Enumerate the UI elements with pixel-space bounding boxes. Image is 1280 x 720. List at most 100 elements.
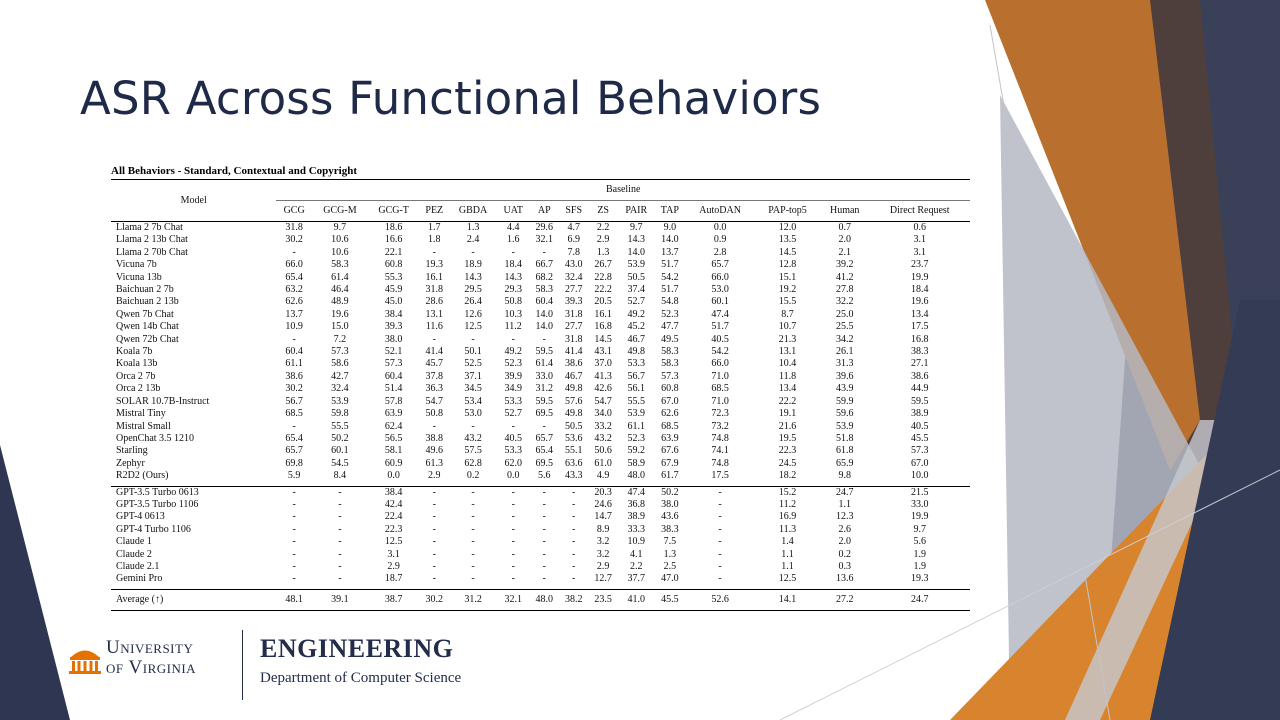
asr-value-cell: 2.9 [428,470,441,482]
asr-value-cell: - [276,485,312,499]
table-row: GPT-3.5 Turbo 0613- -38.4- - - - -20.3 47.4 50.… [111,485,970,499]
university-line-1: University [106,637,194,658]
asr-value-cell: 42.6 [594,383,612,395]
model-name-cell: Mistral Tiny [116,408,166,420]
asr-value-cell: 19.5 [778,432,797,444]
asr-value-cell: 54.7 [425,395,444,407]
asr-value-cell: - [511,498,515,510]
table-row: Claude 1 - - 12.5 - - - - - 3.2 10.9 7.5 - 1.4 2.0 5.6 [111,536,970,548]
asr-value-cell: - [718,573,722,585]
department-name: Department of Computer Science [260,670,462,686]
asr-value-cell: 60.4 [535,296,554,308]
asr-value-cell: 22.8 [594,271,612,283]
table-row: Gemini Pro - - 18.7 - - - - - 12.7 37.7 47.0 - 12.5 13… [111,573,970,585]
asr-value-cell: 31.8 [564,308,583,320]
asr-value-cell: - [542,523,546,535]
table-row: SOLAR 10.7B-Instruct 56.7 53.9 57.8 54.7 53.4… [111,396,970,408]
asr-value-cell: - [511,523,515,535]
asr-value-cell: 10.0 [910,470,929,482]
asr-value-cell: 57.3 [910,445,929,457]
model-name-cell: Starling [116,445,148,457]
asr-value-cell: 38.9 [627,511,646,523]
light-gray-triangle [1065,420,1240,720]
asr-value-cell: 1.7 [428,222,441,233]
asr-value-cell: 68.5 [661,420,679,432]
asr-value-cell: 6.9 [567,234,580,246]
asr-value-cell: 62.6 [661,408,679,420]
asr-value-cell: 69.8 [285,457,303,469]
model-name-cell: Claude 1 [116,536,152,548]
asr-value-cell: 8.7 [781,308,794,320]
asr-value-cell: 37.8 [425,370,444,382]
asr-value-cell: 38.8 [425,432,444,444]
asr-value-cell: 18.9 [464,259,482,271]
asr-value-cell: 10.9 [285,321,303,333]
asr-value-cell: 61.0 [594,457,612,469]
column-header: PAP-top5 [755,200,820,222]
asr-value-cell: 22.3 [778,445,797,457]
model-name-cell: Qwen 72b Chat [116,333,179,345]
column-header: Direct Request [869,200,970,222]
asr-value-cell: 54.7 [594,395,612,407]
asr-value-cell: - [292,333,296,345]
asr-value-cell: 69.5 [535,457,554,469]
table-row: Qwen 72b Chat - 7.2 38.0 - - - - 31.8 14.5 46.7 49.… [111,334,970,346]
asr-value-cell: 51.7 [661,259,679,271]
asr-value-cell: 14.0 [627,246,646,258]
asr-value-cell: 2.2 [596,222,610,233]
asr-value-cell: 61.4 [331,271,349,283]
asr-value-cell: 22.4 [384,511,403,523]
asr-value-cell: 14.0 [535,321,554,333]
asr-value-cell: 31.2 [535,383,554,395]
asr-value-cell: - [471,511,475,523]
asr-value-cell: 1.1 [781,560,794,572]
asr-value-cell: 32.1 [535,234,554,246]
rotunda-logo-icon [69,650,101,674]
table-row: Baichuan 2 13b 62.6 48.9 45.0 28.6 26.4 50.8 60… [111,296,970,308]
asr-value-cell: 52.7 [504,408,522,420]
asr-value-cell: 29.5 [464,284,482,296]
asr-value-cell: 58.9 [627,457,646,469]
asr-value-cell: - [471,333,475,345]
asr-value-cell: 29.3 [504,284,522,296]
model-name-cell: Vicuna 13b [116,271,162,283]
asr-value-cell: - [292,573,296,585]
asr-value-cell: 50.5 [564,420,583,432]
model-name-cell: Average (↑) [111,588,277,611]
asr-value-cell: 67.0 [910,457,929,469]
asr-value-cell: - [432,511,436,523]
asr-value-cell: 52.1 [384,346,403,358]
asr-value-cell: - [471,420,475,432]
asr-value-cell: 3.1 [387,548,400,560]
asr-value-cell: 53.3 [504,395,522,407]
asr-value-cell: 4.9 [596,470,610,482]
asr-value-cell: 46.7 [627,333,646,345]
column-header: PAIR [617,200,655,222]
asr-value-cell: 66.0 [711,358,729,370]
column-header: UAT [496,200,530,222]
asr-value-cell: 66.0 [285,259,303,271]
asr-value-cell: 45.5 [910,432,929,444]
asr-value-cell: - [432,420,436,432]
asr-value-cell: 14.0 [535,308,554,320]
asr-value-cell: 1.3 [663,548,677,560]
model-name-cell: GPT-3.5 Turbo 1106 [116,498,199,510]
column-header: GCG [276,200,312,222]
asr-value-cell: 14.7 [594,511,612,523]
asr-value-cell: 1.1 [838,498,851,510]
table-row: Average (↑) 48.1 39.1 38.7 30.2 31.2 32.1 48.0 3… [111,588,970,611]
asr-value-cell: 34.2 [835,333,854,345]
asr-value-cell: 45.5 [654,588,686,611]
asr-value-cell: 51.4 [384,383,403,395]
asr-value-cell: 12.7 [594,573,612,585]
asr-value-cell: 4.7 [567,222,580,233]
asr-value-cell: 5.9 [287,470,301,482]
asr-value-cell: - [432,560,436,572]
asr-value-cell: - [511,548,515,560]
asr-value-cell: - [542,498,546,510]
asr-value-cell: 33.3 [627,523,646,535]
model-name-cell: Orca 2 13b [116,383,161,395]
asr-value-cell: 12.8 [778,259,797,271]
asr-value-cell: 74.8 [711,432,729,444]
asr-value-cell: 18.4 [910,284,929,296]
